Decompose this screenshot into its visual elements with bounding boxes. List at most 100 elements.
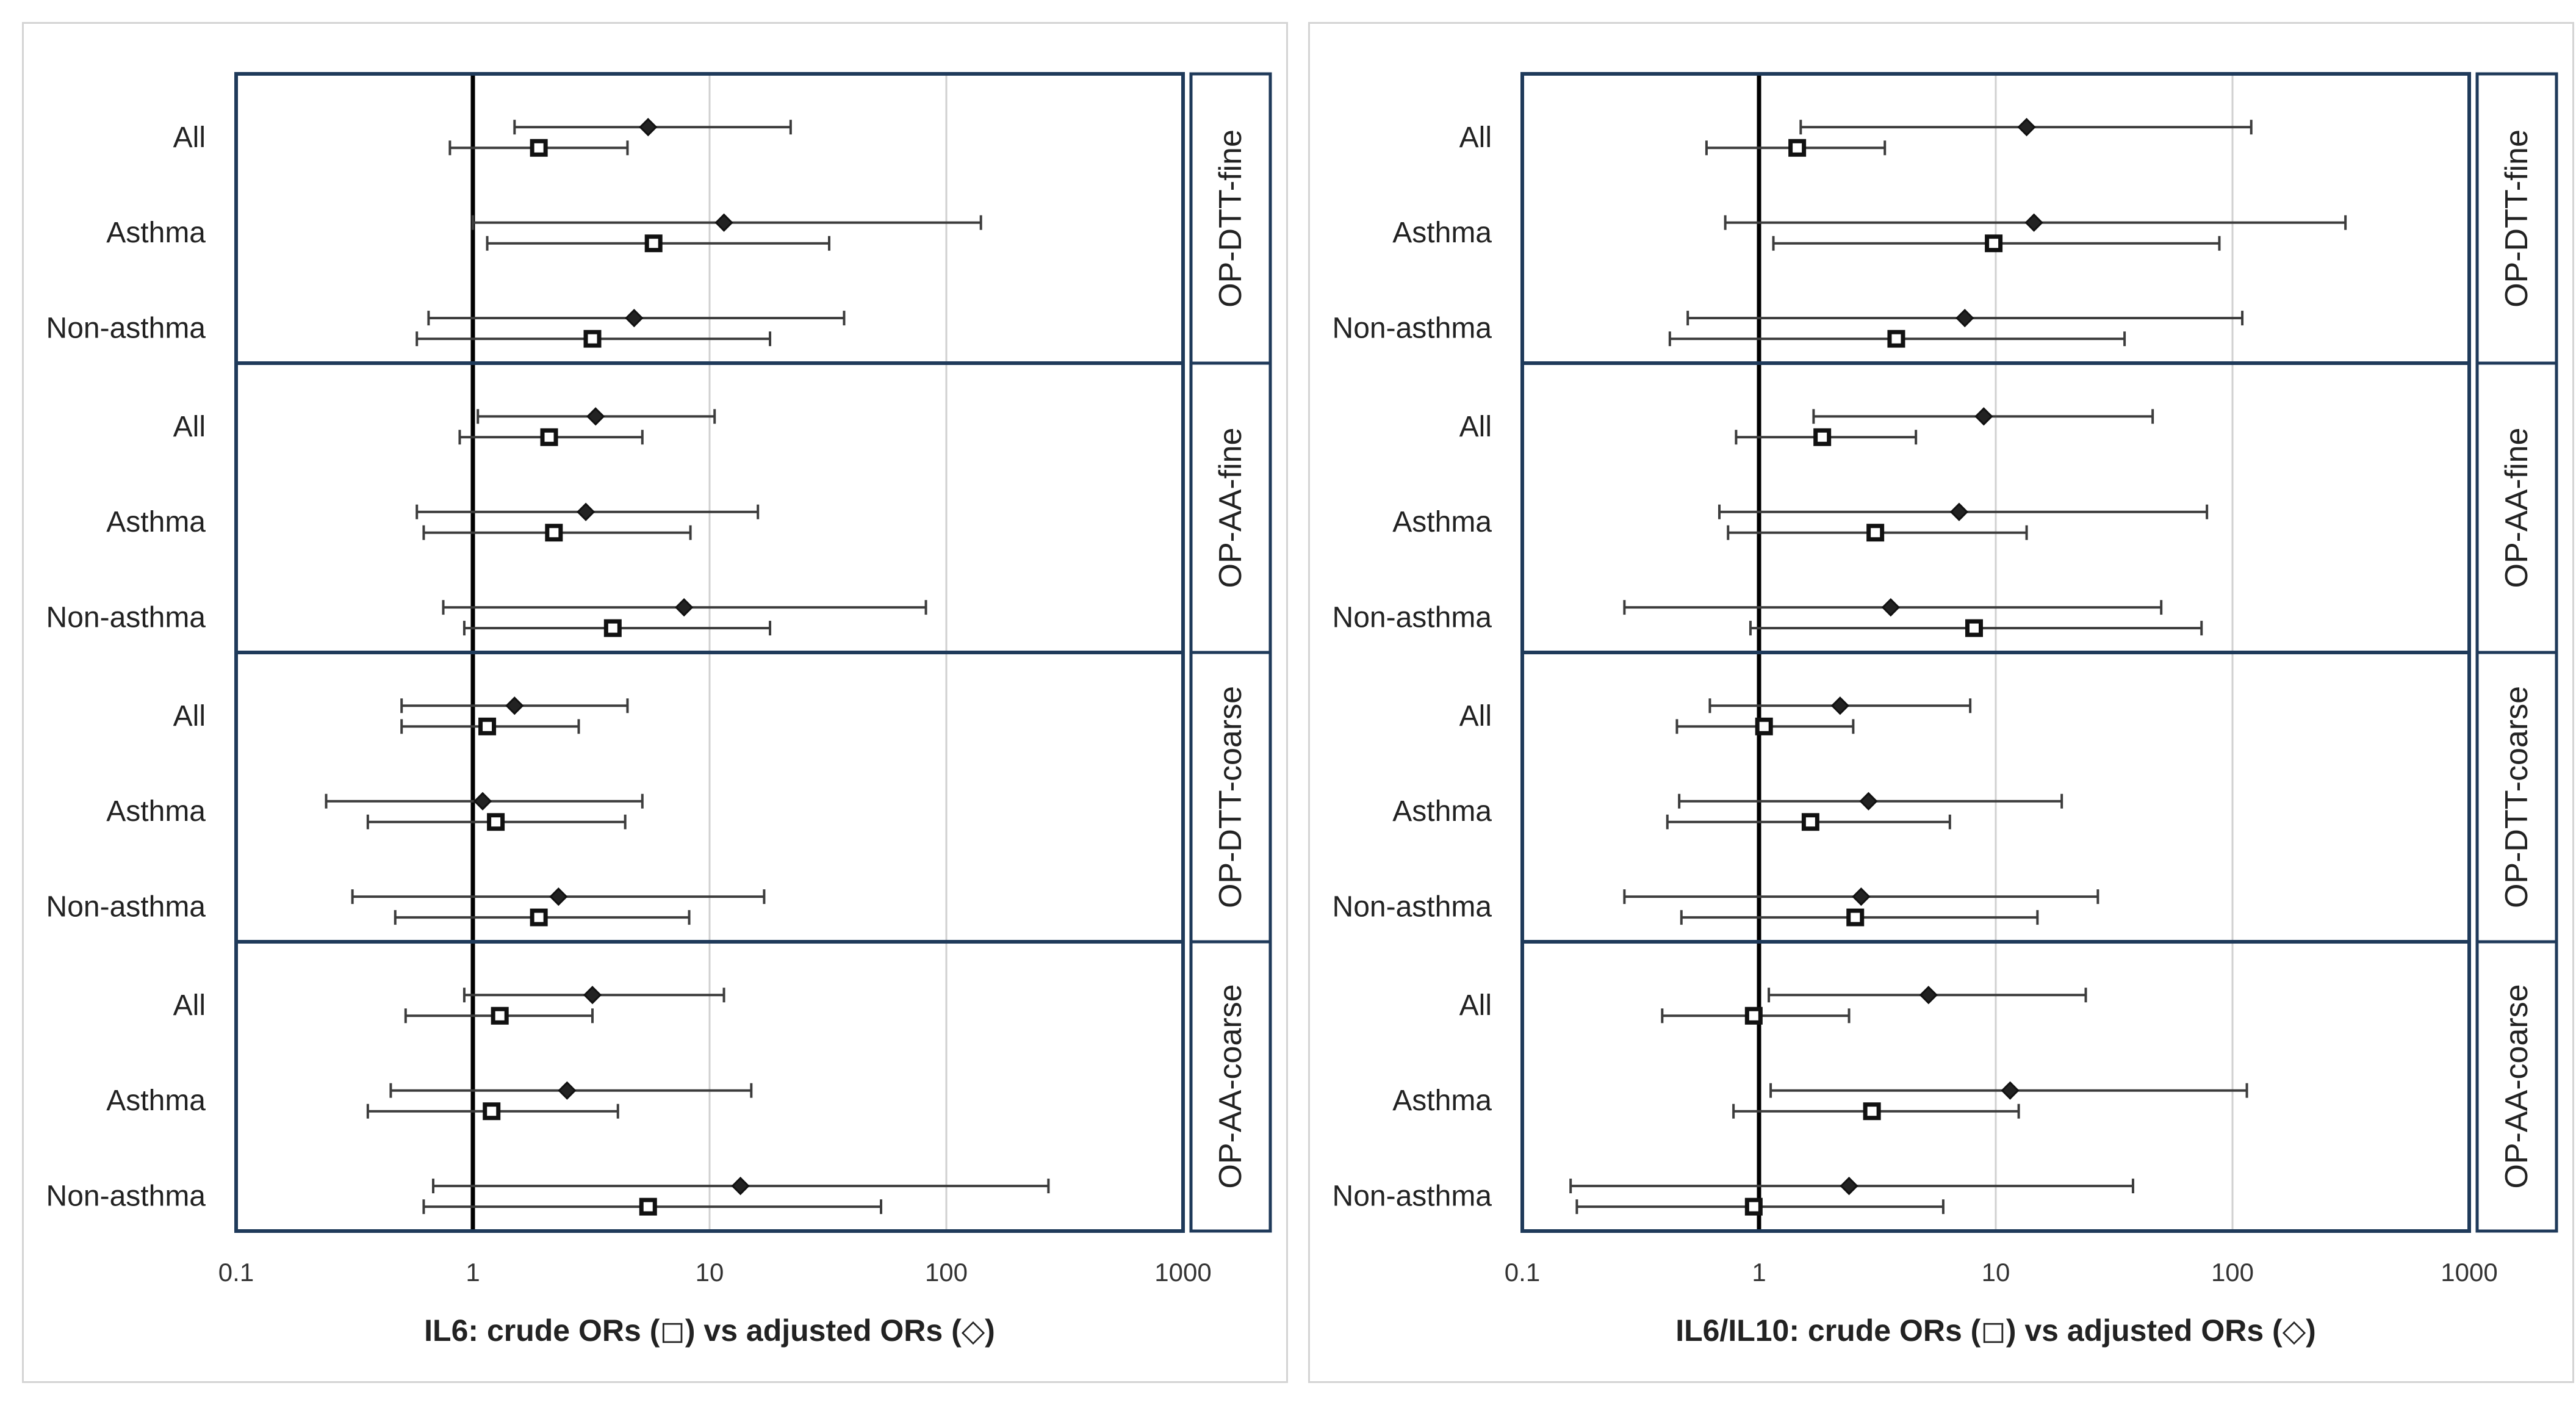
group-strip-label: OP-AA-fine (1213, 428, 1248, 588)
row-label: All (1459, 989, 1492, 1022)
x-tick-label: 1 (1752, 1258, 1766, 1287)
crude-or-point (1887, 330, 1905, 348)
adjusted-or-point (2024, 213, 2043, 232)
row-label: Asthma (1392, 1085, 1492, 1117)
row-label: Asthma (106, 217, 206, 249)
forest-plot-il6: OP-DTT-fine All Asthma Non-asthma OP-AA-fine… (46, 72, 1272, 1348)
x-tick-label: 100 (2211, 1258, 2254, 1287)
x-tick-label: 10 (1982, 1258, 2010, 1287)
crude-or-point (487, 813, 505, 831)
row-label: All (1459, 121, 1492, 154)
crude-or-point (483, 1102, 501, 1121)
chart-panel-il6-il10: OP-DTT-fine All Asthma Non-asthma OP-AA-fine… (1308, 22, 2574, 1383)
crude-or-point (1863, 1102, 1881, 1121)
adjusted-or-point (1852, 887, 1871, 906)
adjusted-or-point (1949, 502, 1969, 521)
row-label: Asthma (1392, 217, 1492, 249)
crude-or-point (1813, 428, 1832, 446)
adjusted-or-point (1881, 598, 1900, 617)
row-label: Asthma (106, 1085, 206, 1117)
adjusted-or-point (473, 792, 492, 811)
adjusted-or-point (558, 1081, 577, 1100)
group-strip (1189, 940, 1272, 1233)
crude-or-point (545, 524, 563, 542)
crude-or-point (1788, 139, 1807, 157)
crude-or-point (1755, 717, 1773, 735)
crude-or-point (491, 1006, 509, 1025)
row-label: All (1459, 700, 1492, 732)
group-strip-label: OP-DTT-fine (1213, 129, 1248, 308)
row-label: Asthma (106, 795, 206, 828)
adjusted-or-point (1840, 1176, 1858, 1196)
row-label: Asthma (1392, 506, 1492, 538)
group-strip (2475, 361, 2558, 654)
forest-plot-il6-il10: OP-DTT-fine All Asthma Non-asthma OP-AA-fine… (1333, 72, 2558, 1348)
crude-or-point (1985, 234, 2003, 253)
adjusted-or-point (505, 696, 524, 715)
x-axis-title: IL6/IL10: crude ORs (◻) vs adjusted ORs … (1675, 1313, 2316, 1348)
x-tick-label: 0.1 (218, 1258, 254, 1287)
adjusted-or-point (1919, 986, 1938, 1005)
adjusted-or-point (731, 1176, 750, 1196)
row-label: Non-asthma (46, 891, 206, 923)
adjusted-or-point (675, 598, 694, 617)
chart-panel-il6: OP-DTT-fine All Asthma Non-asthma OP-AA-fine… (22, 22, 1288, 1383)
adjusted-or-point (1955, 308, 1974, 328)
adjusted-or-point (625, 308, 644, 328)
group-strip-label: OP-AA-fine (2499, 428, 2535, 588)
crude-or-point (583, 330, 602, 348)
group-strip (1189, 72, 1272, 365)
adjusted-or-point (577, 502, 595, 521)
row-label: All (173, 700, 206, 732)
adjusted-or-point (549, 887, 568, 906)
group-strip (2475, 651, 2558, 944)
crude-or-point (1866, 524, 1885, 542)
crude-or-point (1846, 908, 1865, 926)
x-tick-label: 1000 (2441, 1258, 2497, 1287)
crude-or-point (530, 139, 548, 157)
adjusted-or-point (2001, 1081, 2020, 1100)
adjusted-or-point (586, 407, 605, 426)
row-label: All (173, 411, 206, 443)
adjusted-or-point (714, 213, 733, 232)
crude-or-point (1965, 619, 1983, 637)
row-label: Non-asthma (46, 312, 206, 345)
group-strip-label: OP-AA-coarse (1213, 984, 1248, 1188)
adjusted-or-point (1859, 792, 1878, 811)
row-label: Non-asthma (46, 602, 206, 634)
crude-or-point (639, 1197, 657, 1216)
group-strip-label: OP-DTT-fine (2499, 129, 2535, 308)
x-tick-label: 1 (466, 1258, 480, 1287)
crude-or-point (1801, 813, 1819, 831)
row-label: Non-asthma (1333, 602, 1492, 634)
adjusted-or-point (2017, 118, 2036, 137)
crude-or-point (540, 428, 558, 446)
crude-or-point (1744, 1197, 1763, 1216)
row-label: Asthma (1392, 795, 1492, 828)
group-strip (1189, 651, 1272, 944)
row-label: All (173, 989, 206, 1022)
row-label: Non-asthma (1333, 891, 1492, 923)
group-strip (2475, 940, 2558, 1233)
crude-or-point (530, 908, 548, 926)
x-tick-label: 10 (696, 1258, 724, 1287)
row-label: Asthma (106, 506, 206, 538)
x-tick-label: 1000 (1154, 1258, 1211, 1287)
row-label: Non-asthma (1333, 1180, 1492, 1213)
x-tick-label: 100 (925, 1258, 968, 1287)
group-strip-label: OP-AA-coarse (2499, 984, 2535, 1188)
x-axis-title: IL6: crude ORs (◻) vs adjusted ORs (◇) (424, 1313, 995, 1348)
adjusted-or-point (639, 118, 658, 137)
crude-or-point (603, 619, 622, 637)
row-label: All (1459, 411, 1492, 443)
crude-or-point (478, 717, 497, 735)
group-strip-label: OP-DTT-coarse (2499, 686, 2535, 908)
row-label: Non-asthma (1333, 312, 1492, 345)
adjusted-or-point (1830, 696, 1849, 715)
row-label: Non-asthma (46, 1180, 206, 1213)
group-strip (2475, 72, 2558, 365)
row-label: All (173, 121, 206, 154)
group-strip-label: OP-DTT-coarse (1213, 686, 1248, 908)
crude-or-point (644, 234, 663, 253)
adjusted-or-point (1974, 407, 1993, 426)
